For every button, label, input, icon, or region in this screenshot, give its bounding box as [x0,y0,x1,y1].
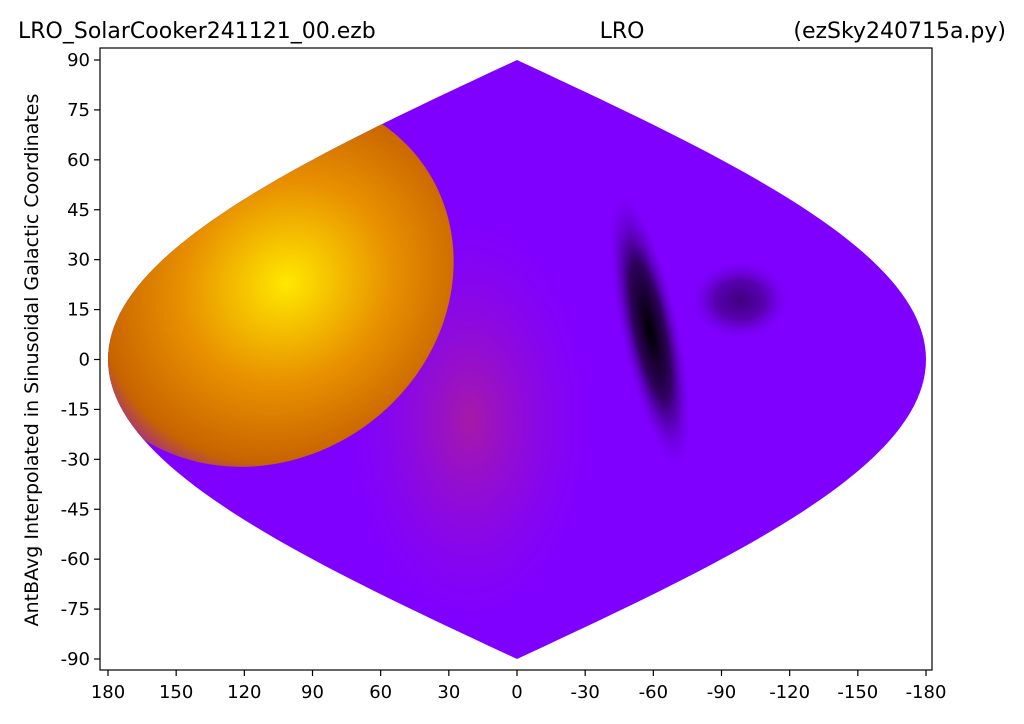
y-tick-label: 45 [67,200,90,221]
x-tick-label: 0 [511,682,522,703]
title-left: LRO_SolarCooker241121_00.ezb [18,19,376,44]
y-tick-label: 75 [67,100,90,121]
x-tick-label: 90 [301,682,324,703]
y-tick-label: -90 [61,649,90,670]
y-axis-label: AntBAvg Interpolated in Sinusoidal Galac… [21,94,43,627]
x-tick-label: -60 [639,682,668,703]
x-tick-label: 180 [91,682,125,703]
title-center: LRO [600,19,645,44]
x-tick-label: 30 [437,682,460,703]
y-tick-label: 30 [67,250,90,271]
x-tick-label: -90 [707,682,736,703]
title-right: (ezSky240715a.py) [793,19,1006,44]
x-tick-label: -180 [906,682,947,703]
x-tick-label: 120 [227,682,261,703]
y-tick-label: -15 [61,399,90,420]
y-tick-label: -75 [61,599,90,620]
y-tick-label: 60 [67,150,90,171]
x-tick-label: -120 [769,682,810,703]
x-tick-label: -30 [570,682,599,703]
x-tick-label: 150 [159,682,193,703]
map-image [108,60,926,659]
y-tick-label: 15 [67,300,90,321]
y-tick-label: -60 [61,549,90,570]
y-tick-label: 0 [79,350,90,371]
x-tick-label: -150 [837,682,878,703]
y-tick-label: -30 [61,449,90,470]
y-tick-label: -45 [61,499,90,520]
y-tick-label: 90 [67,50,90,71]
x-tick-label: 60 [369,682,392,703]
